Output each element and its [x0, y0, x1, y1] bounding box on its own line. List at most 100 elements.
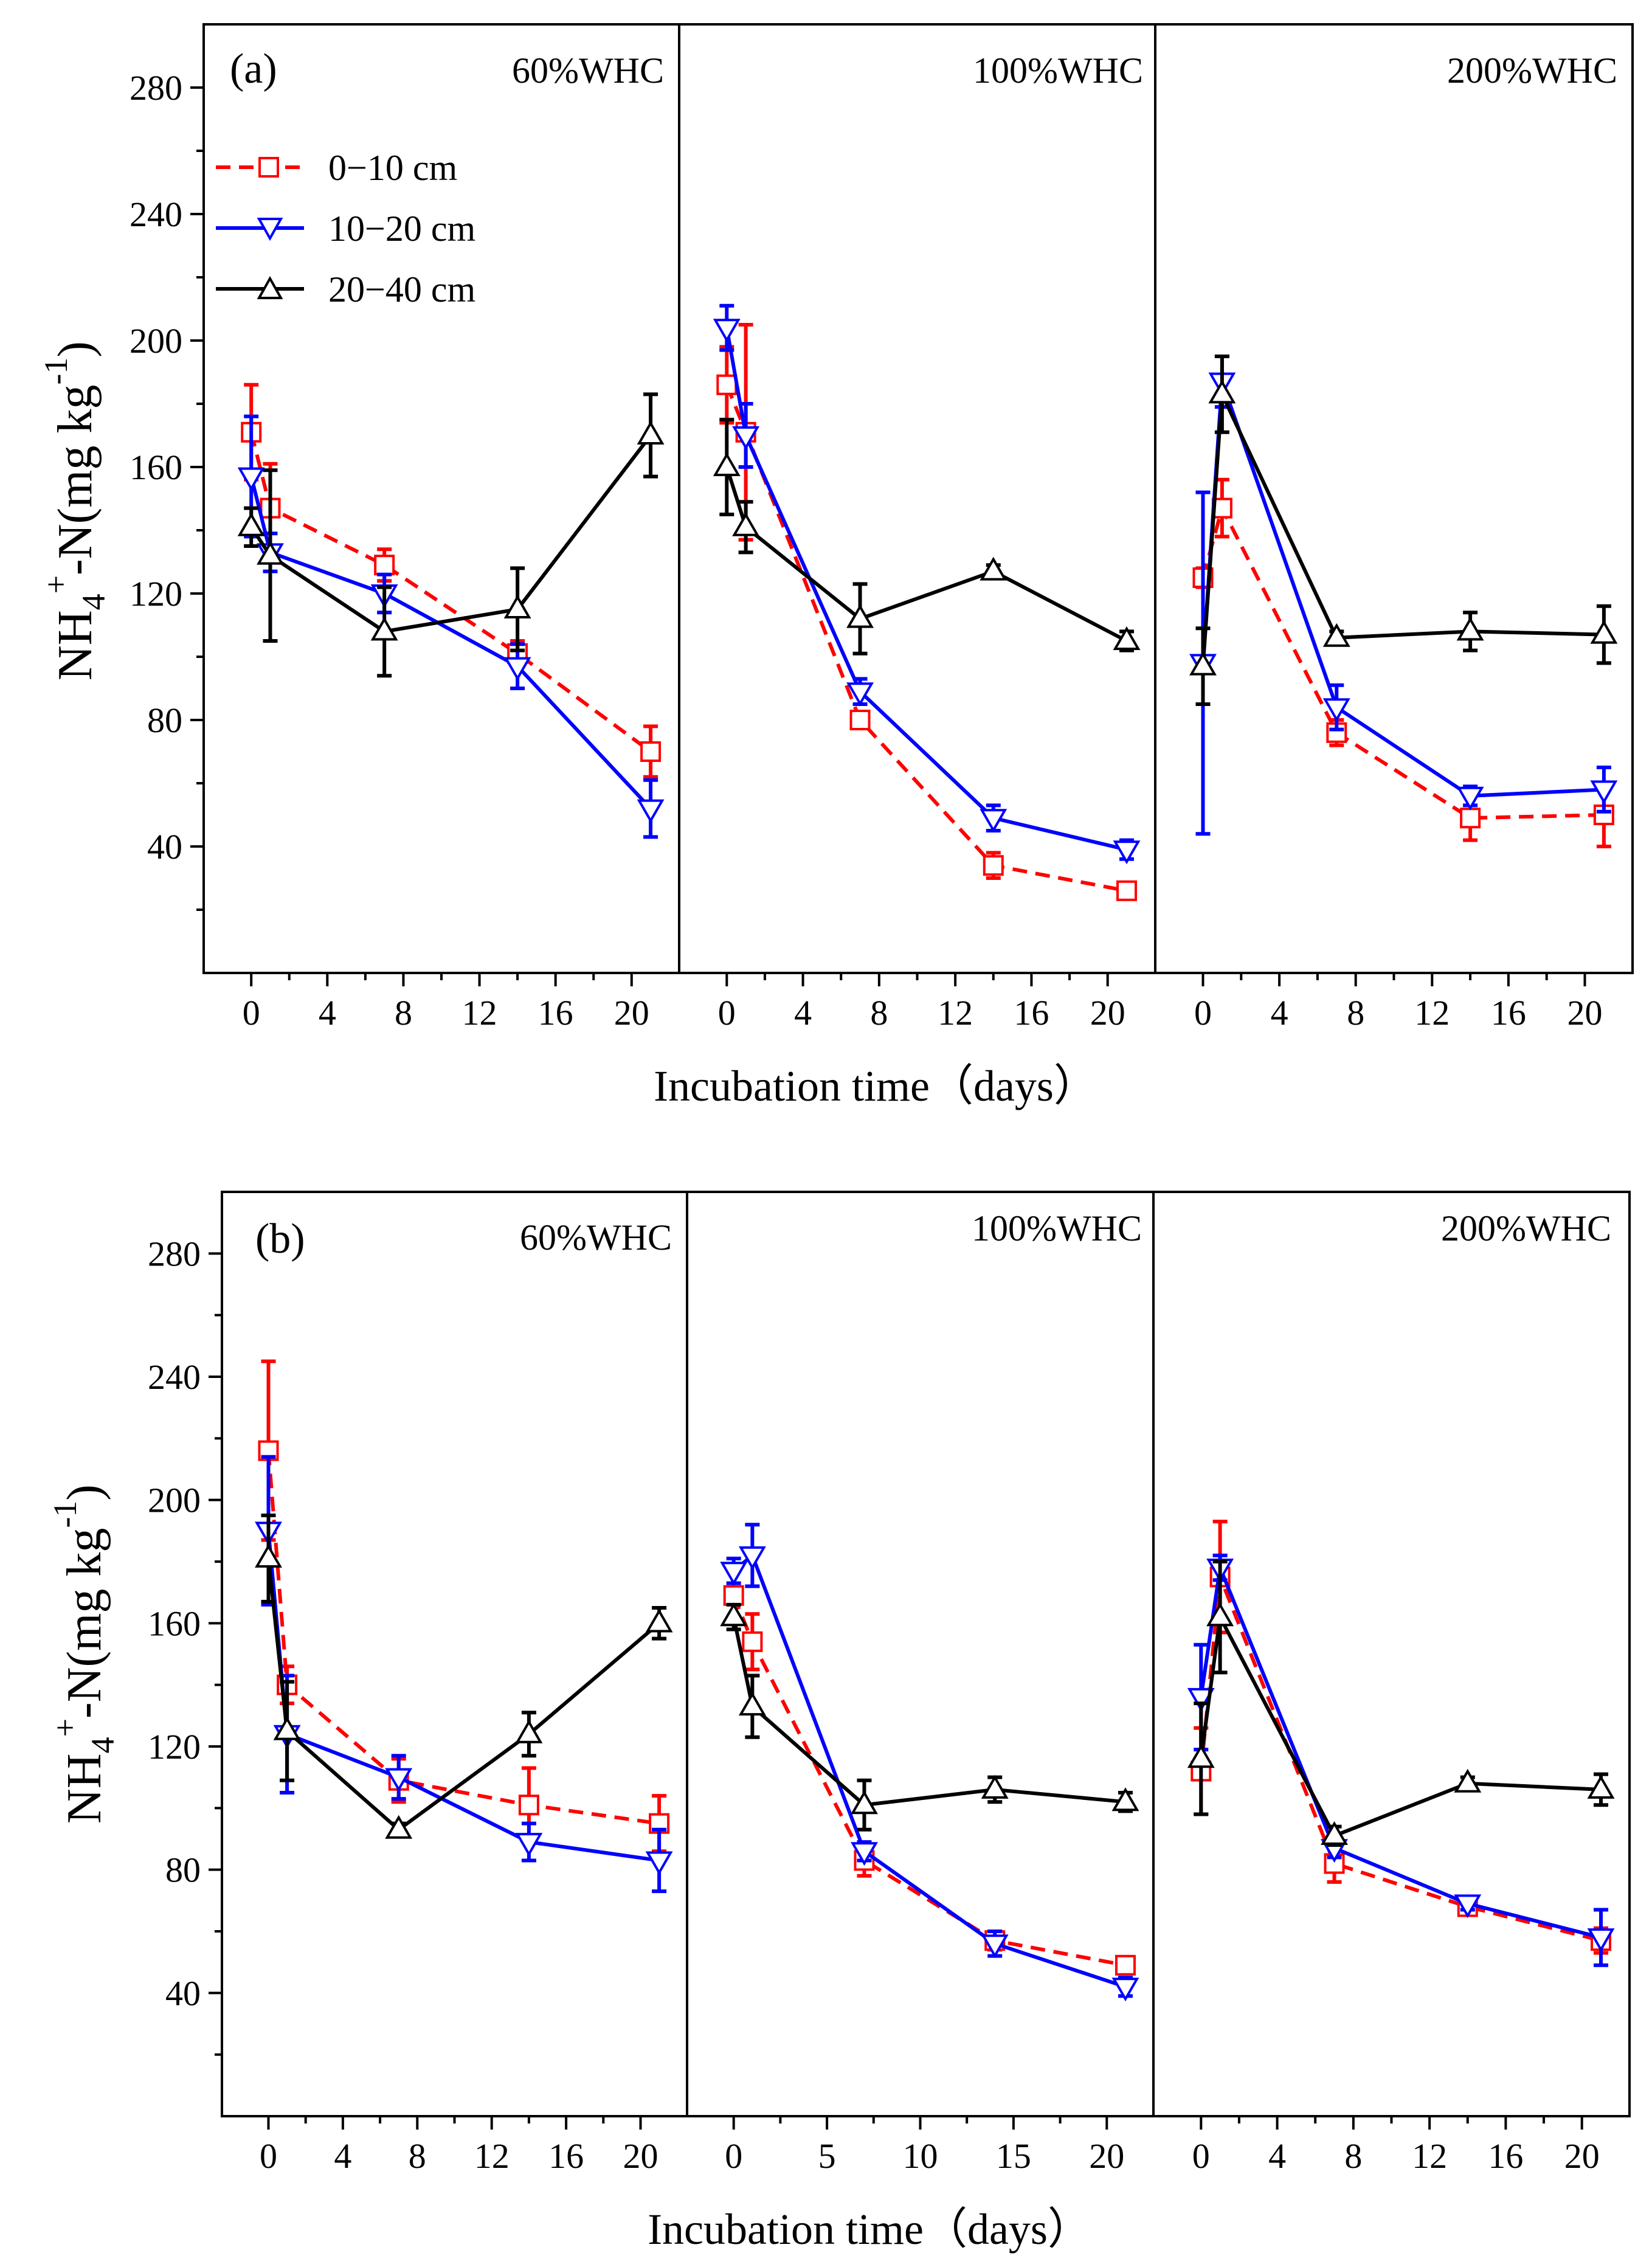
y-tick-label-b-160: 160	[148, 1604, 201, 1643]
data-point-a-2-20-40cm-3	[1456, 617, 1484, 641]
y-label-a-end: )	[49, 341, 102, 358]
plot-frame-b	[221, 1191, 1631, 2117]
data-point-a-1-10-20cm-3	[980, 809, 1007, 833]
data-point-b-1-20-40cm-2	[851, 1790, 878, 1815]
y-tick-label-b-200: 200	[148, 1481, 201, 1520]
subpanel-b-0: 0 4 8 12 16 20	[255, 1359, 673, 2176]
data-point-a-0-10-20cm-0	[237, 467, 265, 491]
x-tick-label-a-0-20: 20	[614, 993, 649, 1033]
legend-label-0-10cm: 0−10 cm	[328, 148, 457, 188]
y-tick-label-b-280: 280	[148, 1234, 201, 1273]
data-point-b-1-20-40cm-4	[1111, 1787, 1139, 1812]
data-point-a-0-0-10cm-2	[374, 555, 395, 576]
data-point-a-1-0-10cm-4	[1116, 880, 1138, 901]
x-tick-label-a-2-8: 8	[1347, 993, 1364, 1033]
data-point-a-2-20-40cm-1	[1208, 379, 1236, 404]
series-line-b-1-0-10cm	[731, 1594, 1126, 1967]
subpanel-b-title-60: 60%WHC	[520, 1217, 672, 1258]
legend-item-20-40cm: 20−40 cm	[216, 269, 475, 310]
series-line-b-1-10-20cm	[732, 1552, 1126, 1989]
x-tick-label-a-2-0: 0	[1194, 993, 1212, 1033]
data-point-a-1-0-10cm-0	[716, 374, 738, 395]
y-label-a-mid: -N(mg kg	[49, 385, 102, 575]
x-tick-label-a-2-20: 20	[1567, 993, 1603, 1033]
y-tick-label-a-240: 240	[130, 195, 182, 234]
x-tick-label-a-0-0: 0	[243, 993, 260, 1033]
x-tick-label-b-1-15: 15	[996, 2136, 1031, 2176]
data-point-b-2-20-40cm-1	[1206, 1602, 1234, 1627]
data-point-b-2-20-40cm-0	[1187, 1744, 1215, 1768]
data-point-a-2-10-20cm-2	[1322, 698, 1350, 722]
series-line-a-1-0-10cm	[725, 384, 1127, 893]
legend-marker-square	[258, 157, 279, 178]
x-tick-label-a-1-16: 16	[1014, 993, 1049, 1033]
x-tick-label-b-0-16: 16	[548, 2136, 584, 2176]
subpanel-b-2: 0 4 8 12 16 20	[1187, 1520, 1615, 2176]
x-axis-label-b: Incubation time（days）	[648, 2205, 1091, 2254]
x-tick-label-b-1-0: 0	[725, 2136, 742, 2176]
data-point-b-0-10-20cm-2	[385, 1768, 413, 1792]
x-tick-label-b-2-12: 12	[1412, 2136, 1447, 2176]
series-line-a-0-10-20cm	[249, 476, 652, 810]
y-label-a-sup: +	[38, 575, 74, 594]
data-point-b-2-10-20cm-3	[1454, 1894, 1482, 1919]
data-point-a-1-20-40cm-3	[980, 556, 1007, 581]
x-tick-label-b-1-20: 20	[1089, 2136, 1124, 2176]
data-point-b-2-20-40cm-3	[1454, 1768, 1482, 1793]
data-point-a-0-20-40cm-4	[637, 420, 665, 445]
legend-item-10-20cm: 10−20 cm	[216, 209, 475, 249]
data-point-a-0-0-10cm-4	[640, 741, 662, 762]
data-point-b-1-20-40cm-0	[720, 1602, 748, 1627]
series-line-b-2-0-10cm	[1199, 1576, 1602, 1943]
legend-marker-triangle-down	[257, 218, 283, 241]
series-line-a-0-20-40cm	[249, 434, 652, 634]
x-tick-label-b-0-0: 0	[260, 2136, 277, 2176]
legend-marker-triangle-up	[257, 275, 283, 299]
series-line-b-2-20-40cm	[1199, 1611, 1602, 1838]
data-point-b-0-10-20cm-3	[515, 1833, 543, 1857]
y-axis-label-b: NH4+-N(mg kg-1)	[47, 1484, 121, 1824]
subpanel-a-title-200: 200%WHC	[1447, 50, 1617, 91]
x-tick-label-a-1-12: 12	[938, 993, 973, 1033]
data-point-a-2-10-20cm-4	[1590, 780, 1618, 805]
series-line-a-2-0-10cm	[1201, 503, 1604, 820]
x-tick-label-a-2-12: 12	[1414, 993, 1450, 1033]
data-point-b-2-20-40cm-2	[1321, 1821, 1348, 1845]
data-point-b-0-20-40cm-2	[385, 1815, 413, 1839]
x-tick-label-b-0-20: 20	[623, 2136, 658, 2176]
data-point-a-0-20-40cm-1	[257, 541, 284, 565]
data-point-a-2-20-40cm-2	[1322, 623, 1350, 647]
x-tick-label-b-2-4: 4	[1268, 2136, 1286, 2176]
y-tick-label-a-280: 280	[130, 68, 182, 108]
data-point-b-1-10-20cm-4	[1111, 1978, 1139, 2002]
data-point-b-1-20-40cm-3	[981, 1774, 1009, 1799]
data-point-a-1-10-20cm-2	[846, 682, 874, 707]
subpanel-a-0: 0 4 8 12 16 20	[237, 382, 665, 1033]
series-line-a-1-20-40cm	[725, 466, 1128, 643]
panel-label-b: (b)	[255, 1216, 305, 1262]
data-point-b-2-10-20cm-4	[1587, 1928, 1615, 1953]
y-tick-label-a-120: 120	[130, 574, 182, 614]
subpanel-b-title-100: 100%WHC	[972, 1208, 1142, 1248]
y-label-b-main: NH	[58, 1753, 111, 1824]
y-label-b-sup: +	[47, 1718, 83, 1737]
data-point-b-2-20-40cm-4	[1587, 1774, 1615, 1799]
data-point-b-1-0-10cm-4	[1115, 1954, 1136, 1976]
legend: 0−10 cm 10−20 cm 20−40 cm	[216, 148, 475, 310]
data-point-a-1-20-40cm-1	[732, 512, 760, 536]
data-point-b-1-20-40cm-1	[738, 1692, 766, 1716]
y-tick-label-a-200: 200	[130, 321, 182, 361]
data-point-b-0-20-40cm-3	[515, 1719, 543, 1743]
y-tick-label-a-40: 40	[147, 827, 182, 867]
subpanel-a-title-60: 60%WHC	[512, 50, 664, 91]
data-point-b-2-10-20cm-0	[1187, 1687, 1215, 1712]
y-tick-label-b-240: 240	[148, 1357, 201, 1397]
panel-label-a: (a)	[230, 46, 277, 92]
y-label-b-sup2: -1	[47, 1501, 83, 1528]
data-point-b-0-20-40cm-0	[255, 1543, 282, 1568]
x-tick-label-b-0-4: 4	[334, 2136, 351, 2176]
y-label-a-main: NH	[49, 610, 102, 680]
